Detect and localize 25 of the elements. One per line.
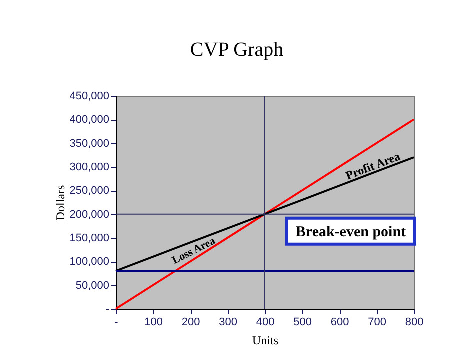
x-tick-label: 400 (256, 316, 275, 328)
y-tick-label: 250,000 (70, 185, 110, 198)
chart-title: CVP Graph (190, 39, 284, 61)
x-tick-label: 100 (144, 316, 163, 328)
y-tick-label: 200,000 (70, 208, 110, 221)
annotation: Loss Area (170, 234, 218, 267)
x-tick-label: 800 (405, 316, 424, 328)
y-tick-label: 400,000 (70, 114, 110, 126)
y-tick-label: 450,000 (70, 90, 110, 102)
x-tick-label: - (114, 316, 119, 328)
x-tick-label: 600 (330, 316, 350, 328)
annotation: Break-even point (296, 224, 406, 240)
x-tick-label: 300 (219, 316, 238, 328)
annotation: Profit Area (344, 149, 402, 183)
x-tick-label: 500 (294, 316, 312, 328)
y-tick-label: 100,000 (70, 256, 110, 268)
y-axis-title: Dollars (54, 185, 68, 221)
x-axis-title: Units (252, 334, 279, 348)
y-tick-label: 150,000 (70, 232, 110, 244)
y-tick-label: - (106, 304, 110, 316)
y-tick-label: 300,000 (70, 162, 110, 174)
y-tick-label: 350,000 (70, 138, 110, 150)
y-tick-label: 50,000 (76, 280, 110, 292)
x-tick-label: 200 (182, 316, 200, 328)
x-tick-label: 700 (368, 316, 386, 328)
